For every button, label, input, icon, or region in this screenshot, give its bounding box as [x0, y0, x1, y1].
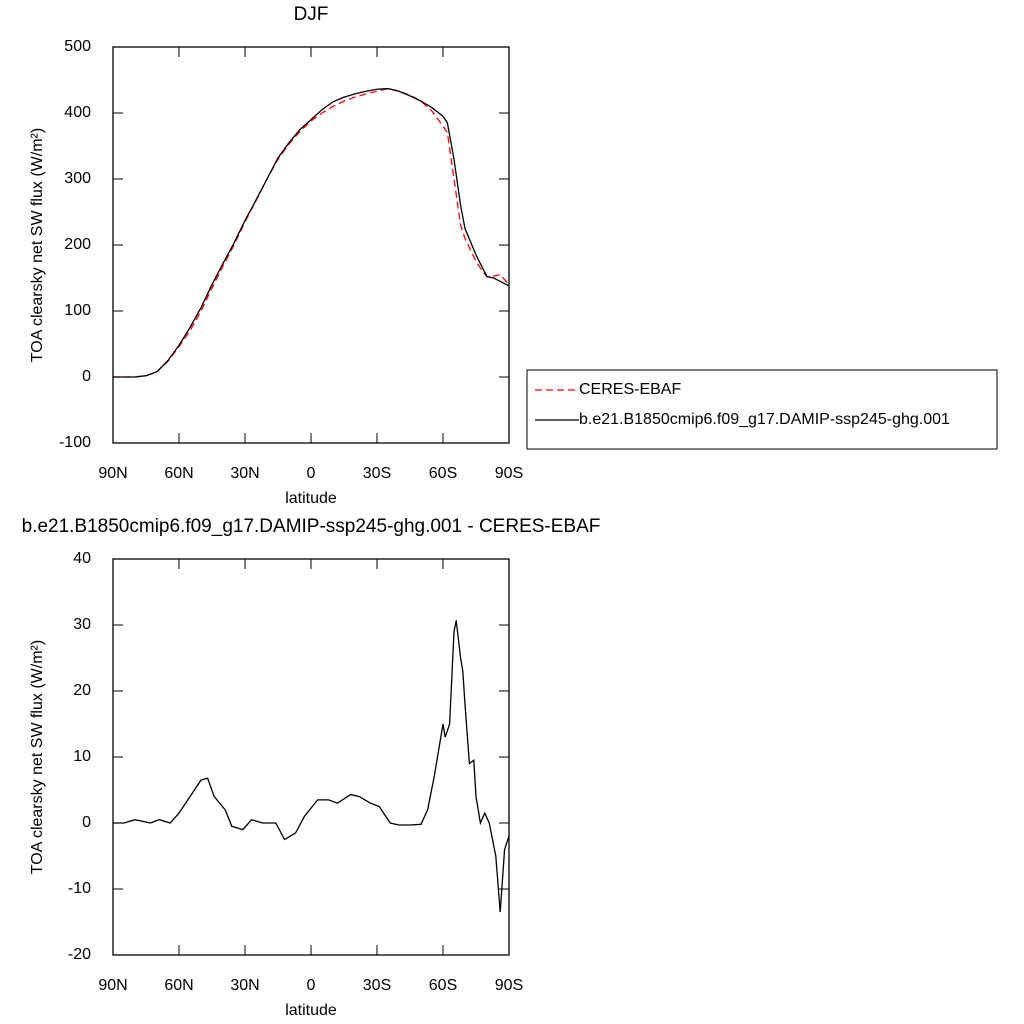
- x-axis-label: latitude: [285, 1002, 337, 1019]
- legend-box: [526, 369, 998, 450]
- chart-title: b.e21.B1850cmip6.f09_g17.DAMIP-ssp245-gh…: [22, 516, 601, 537]
- plot-frame: [112, 558, 510, 956]
- x-tick-label: 60N: [164, 977, 193, 994]
- y-tick-label: 10: [73, 748, 91, 765]
- x-tick-label: 0: [307, 977, 316, 994]
- y-tick-label: 100: [64, 302, 91, 319]
- x-tick-label: 30N: [230, 977, 259, 994]
- y-tick-label: 30: [73, 616, 91, 633]
- x-tick-label: 90S: [495, 465, 523, 482]
- legend-label: CERES-EBAF: [579, 381, 681, 398]
- line: [113, 620, 510, 913]
- x-tick-label: 30S: [363, 465, 391, 482]
- y-tick-label: -20: [68, 946, 91, 963]
- x-tick-label: 0: [307, 465, 316, 482]
- legend-label: b.e21.B1850cmip6.f09_g17.DAMIP-ssp245-gh…: [579, 411, 950, 428]
- x-tick-label: 90S: [495, 977, 523, 994]
- y-axis-label: TOA clearsky net SW flux (W/m²): [29, 128, 46, 362]
- x-tick-label: 60S: [429, 465, 457, 482]
- y-tick-label: 400: [64, 104, 91, 121]
- x-tick-label: 90N: [98, 465, 127, 482]
- x-tick-label: 90N: [98, 977, 127, 994]
- x-tick-label: 60N: [164, 465, 193, 482]
- y-tick-label: -100: [59, 434, 91, 451]
- y-tick-label: -10: [68, 880, 91, 897]
- x-tick-label: 30N: [230, 465, 259, 482]
- plot-frame: [112, 46, 510, 444]
- y-axis-label: TOA clearsky net SW flux (W/m²): [29, 640, 46, 874]
- x-axis-label: latitude: [285, 490, 337, 507]
- y-tick-label: 300: [64, 170, 91, 187]
- y-tick-label: 20: [73, 682, 91, 699]
- x-tick-label: 60S: [429, 977, 457, 994]
- line: [113, 87, 510, 378]
- y-tick-label: 0: [82, 814, 91, 831]
- y-tick-label: 500: [64, 38, 91, 55]
- x-tick-label: 30S: [363, 977, 391, 994]
- y-tick-label: 0: [82, 368, 91, 385]
- chart-title: DJF: [294, 4, 329, 25]
- line: [113, 87, 510, 378]
- y-tick-label: 40: [73, 550, 91, 567]
- y-tick-label: 200: [64, 236, 91, 253]
